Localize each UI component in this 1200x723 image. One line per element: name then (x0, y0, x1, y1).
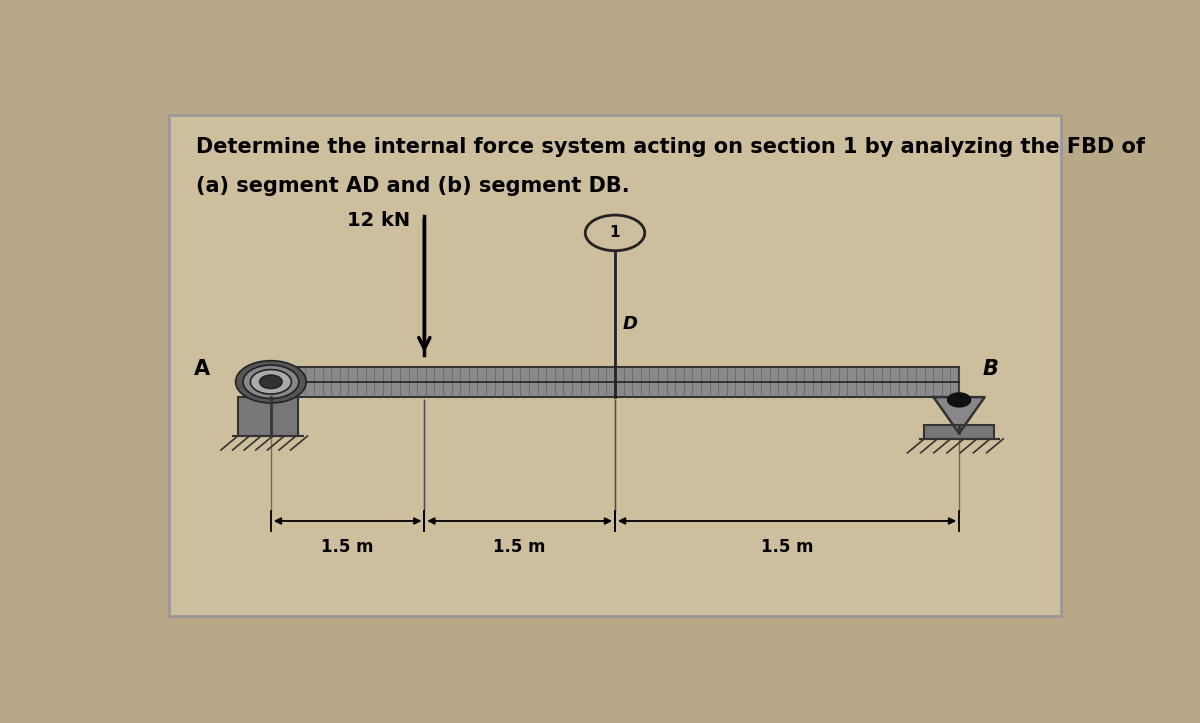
Text: 1.5 m: 1.5 m (322, 538, 374, 556)
Bar (924, 425, 994, 439)
Text: 1.5 m: 1.5 m (493, 538, 546, 556)
Polygon shape (934, 397, 985, 433)
Text: 12 kN: 12 kN (347, 210, 410, 230)
Text: D: D (623, 315, 637, 333)
Text: 1: 1 (610, 226, 620, 240)
Text: A: A (194, 359, 210, 379)
Circle shape (948, 393, 971, 406)
Circle shape (259, 375, 282, 388)
Circle shape (251, 369, 292, 394)
Text: 1.5 m: 1.5 m (761, 538, 814, 556)
Circle shape (586, 215, 644, 251)
Bar (238, 397, 298, 436)
Circle shape (242, 365, 299, 398)
Text: B: B (983, 359, 998, 379)
Text: (a) segment AD and (b) segment DB.: (a) segment AD and (b) segment DB. (197, 176, 630, 196)
FancyBboxPatch shape (168, 114, 1062, 616)
Circle shape (235, 361, 306, 403)
Text: Determine the internal force system acting on section 1 by analyzing the FBD of: Determine the internal force system acti… (197, 137, 1146, 157)
Bar (271, 367, 959, 397)
